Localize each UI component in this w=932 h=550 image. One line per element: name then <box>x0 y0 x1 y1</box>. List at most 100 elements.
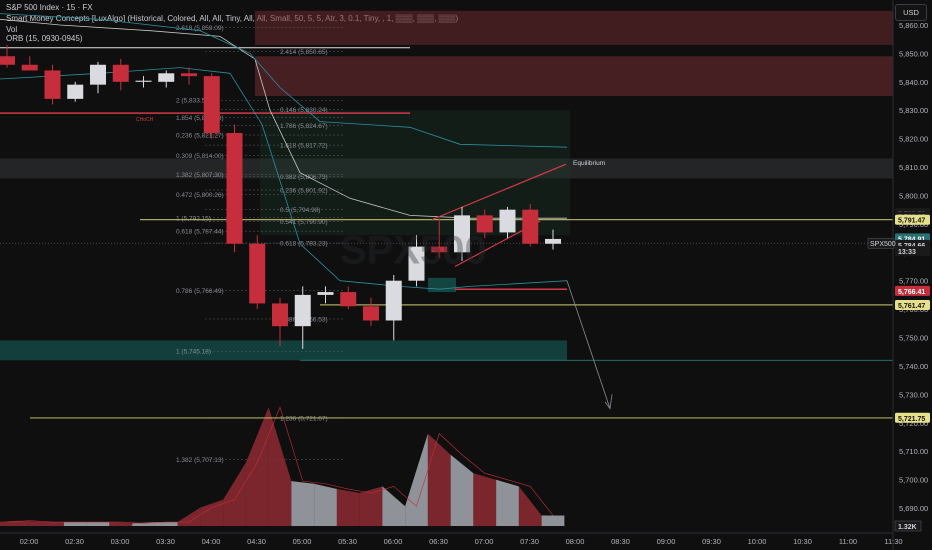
volume-bar <box>154 522 178 526</box>
fib-label: 0.541 (5,790.90) <box>280 219 328 226</box>
moving-average-teal-upper <box>0 13 568 148</box>
demand-zone <box>0 340 567 361</box>
time-tick-label: 11:30 <box>884 537 902 546</box>
projection-arrow <box>566 280 611 409</box>
fib-label: 2 (5,833.52) <box>176 98 211 105</box>
fib-label: 1.854 (5,827.48) <box>176 115 224 122</box>
tag-5761-text: 5,761.47 <box>898 303 925 310</box>
volume-bar <box>496 479 519 526</box>
volume-bar <box>18 520 42 526</box>
price-tick-label: 5,720.00 <box>899 419 928 428</box>
fib-label: 0.146 (5,830.24) <box>280 107 328 114</box>
volume-bar <box>359 486 383 526</box>
fib-label: 0.236 (5,821.27) <box>176 133 224 140</box>
fib-label: 1 (5,745.18) <box>176 349 211 356</box>
time-tick-label: 02:00 <box>20 537 39 546</box>
time-tick-label: 03:00 <box>111 537 130 546</box>
volume-bar <box>245 407 269 526</box>
volume-tag <box>894 520 922 532</box>
chart-title: S&P 500 Index · 15 · FX <box>6 3 93 12</box>
fib-label: 0.236 (5,801.92) <box>280 188 328 195</box>
candle-body <box>499 209 516 233</box>
tag-5766 <box>895 285 930 296</box>
candle-body <box>294 294 311 327</box>
equilibrium-label: Equilibrium <box>573 160 605 167</box>
currency-button[interactable]: USD <box>895 4 927 21</box>
price-tick-label: 5,700.00 <box>899 476 928 485</box>
symbol-tag-text: SPX500 <box>870 241 896 248</box>
supply-zone-lower <box>255 56 893 97</box>
volume-bar <box>541 515 565 526</box>
choch-label: CHoCH <box>136 117 154 123</box>
tag-5784a-text: 5,784.91 <box>898 236 925 243</box>
supply-zone-upper <box>255 10 893 45</box>
time-tick-label: 07:30 <box>520 537 539 546</box>
volume-bar <box>450 454 474 526</box>
fib-label: 1 (5,792.15) <box>176 215 211 222</box>
candle-body <box>203 76 220 133</box>
time-tick-label: 03:30 <box>156 537 175 546</box>
volume-bar <box>177 507 201 526</box>
price-tick-label: 5,840.00 <box>899 78 928 87</box>
fib-label: 0.618 (5,787.44) <box>176 229 224 236</box>
volume-bar <box>86 522 110 526</box>
candle-body <box>317 292 334 295</box>
time-tick-label: 05:00 <box>293 537 312 546</box>
time-tick-label: 11:00 <box>839 537 857 546</box>
tag-5766-text: 5,766.41 <box>898 289 925 296</box>
fib-label: 2.414 (5,850.65) <box>280 49 328 56</box>
volume-bar <box>0 520 19 526</box>
demand-zone-small <box>428 277 456 293</box>
candle-body <box>0 56 15 65</box>
candle-body <box>385 280 402 321</box>
candle-body <box>476 215 493 233</box>
candle-body <box>158 73 175 82</box>
candle-body <box>408 246 425 281</box>
equilibrium-zone <box>0 158 893 179</box>
candle-body <box>363 306 379 321</box>
candle-body <box>431 246 448 253</box>
price-tick-label: 5,690.00 <box>899 504 928 513</box>
orb-legend[interactable]: ORB (15, 0930-0945) <box>6 34 83 43</box>
candle-body <box>44 70 61 99</box>
candle-body <box>340 292 357 307</box>
price-tick-label: 5,810.00 <box>899 163 928 172</box>
moving-average-white <box>0 18 567 219</box>
fib-label: 0.309 (5,814.00) <box>176 153 224 160</box>
volume-bar <box>518 486 542 526</box>
time-tick-label: 10:30 <box>793 537 812 546</box>
time-tick-label: 09:00 <box>657 537 676 546</box>
price-tick-label: 5,710.00 <box>899 447 928 456</box>
premium-zone <box>260 110 570 236</box>
indicator-legend[interactable]: Smart Money Concepts [LuxAlgo] (Historic… <box>6 14 459 23</box>
fib-label: 1.786 (5,824.67) <box>280 123 328 130</box>
time-tick-label: 09:30 <box>702 537 721 546</box>
fib-label: 1.382 (5,807.30) <box>176 172 224 179</box>
price-tick-label: 5,830.00 <box>899 106 928 115</box>
price-tick-label: 5,820.00 <box>899 135 928 144</box>
projection-arrow-head <box>604 394 613 410</box>
fib-label: 0.618 (5,783.23) <box>280 241 328 248</box>
fib-label: 0.786 (5,766.49) <box>176 288 224 295</box>
time-tick-label: 07:00 <box>475 537 494 546</box>
price-tick-label: 5,730.00 <box>899 390 928 399</box>
symbol-tag <box>867 237 895 249</box>
volume-bar <box>63 522 87 526</box>
volume-bar <box>405 433 428 526</box>
fib-label: 1.618 (5,817.72) <box>280 143 328 150</box>
volume-bar <box>427 433 451 526</box>
volume-legend[interactable]: Vol <box>6 25 18 34</box>
candle-body <box>454 215 470 253</box>
symbol-watermark: SPX500 <box>340 229 487 273</box>
price-tick-label: 5,860.00 <box>899 21 928 30</box>
volume-bar <box>382 486 406 526</box>
channel-upper-line <box>431 163 567 221</box>
candle-body <box>90 64 106 85</box>
candle-body <box>135 80 152 82</box>
time-tick-label: 04:30 <box>247 537 266 546</box>
volume-bar <box>314 483 337 526</box>
fib-label: 0.472 (5,800.26) <box>176 192 224 199</box>
time-tick-label: 08:30 <box>611 537 630 546</box>
price-tick-label: 5,800.00 <box>899 191 928 200</box>
